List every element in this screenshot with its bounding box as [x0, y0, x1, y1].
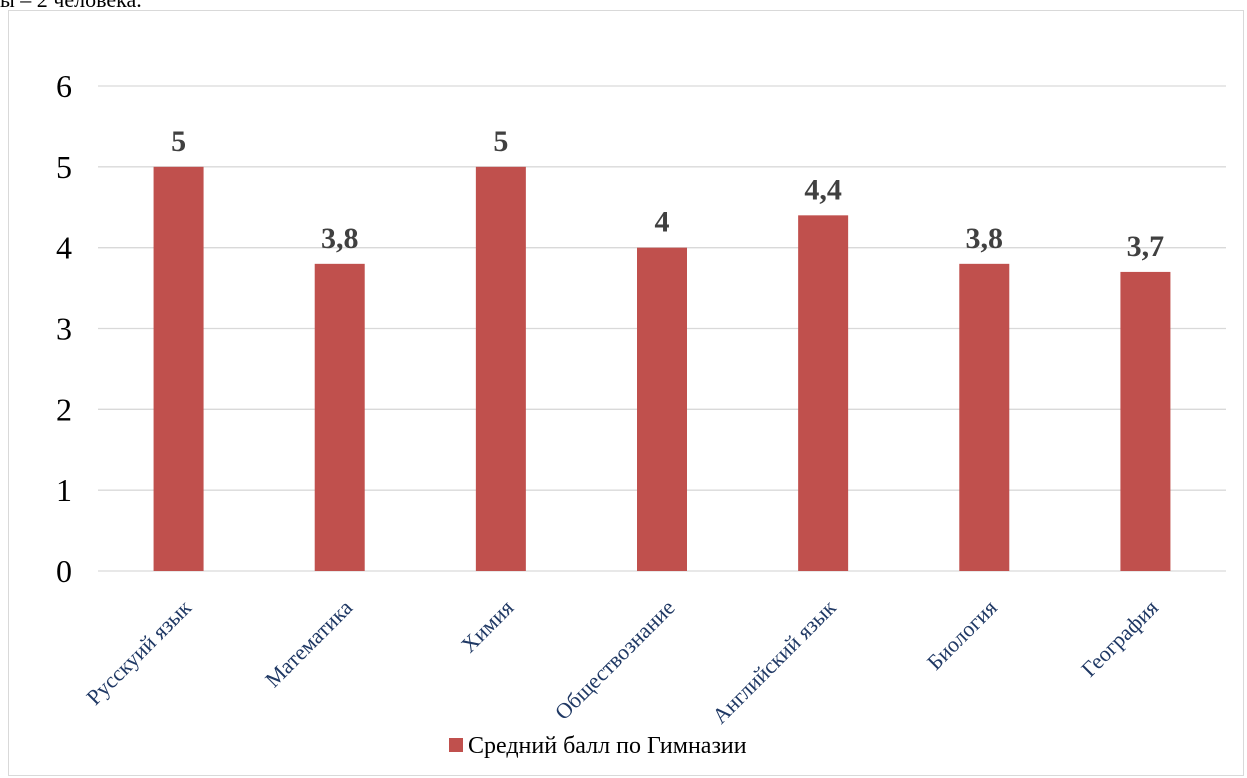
- bar: [1120, 271, 1171, 571]
- bar: [637, 247, 687, 571]
- bar-value-label: 3,7: [1127, 230, 1165, 263]
- legend: Средний балл по Гимназии: [449, 733, 747, 759]
- x-category-label: Математика: [260, 595, 357, 692]
- bar-value-label: 4: [655, 206, 670, 239]
- y-tick-label: 6: [56, 68, 72, 104]
- bar: [475, 166, 526, 572]
- bar: [959, 263, 1010, 571]
- bar-value-label: 5: [171, 125, 186, 158]
- x-category-label: География: [1076, 595, 1163, 682]
- bar-value-label: 3,8: [321, 222, 359, 255]
- x-category-label: Английский язык: [707, 595, 841, 729]
- chart-frame: [8, 10, 1244, 776]
- y-tick-label: 3: [56, 311, 72, 347]
- preceding-text-fragment: ы – 2 человека.: [0, 0, 142, 13]
- bars: [153, 166, 1171, 572]
- y-tick-label: 5: [56, 149, 72, 185]
- value-labels: 5 3,8 5 4 4,4 3,8 3,7: [171, 125, 1164, 263]
- x-category-label: Химия: [456, 595, 519, 658]
- legend-label: Средний балл по Гимназии: [468, 733, 747, 759]
- y-tick-label: 1: [56, 472, 72, 508]
- x-category-label: Обществознание: [550, 595, 680, 725]
- bar-value-label: 3,8: [966, 222, 1004, 255]
- legend-swatch: [449, 738, 463, 752]
- y-tick-label: 2: [56, 391, 72, 427]
- y-tick-label: 4: [56, 230, 72, 266]
- bar: [798, 215, 849, 572]
- x-axis-labels: Русскуий язык Математика Химия Обществознан…: [81, 595, 1163, 729]
- y-axis-ticks: 0 1 2 3 4 5 6: [56, 68, 72, 589]
- bar-value-label: 4,4: [804, 173, 842, 206]
- bar: [314, 263, 365, 571]
- x-category-label: Русскуий язык: [81, 595, 196, 710]
- bar-value-label: 5: [493, 125, 508, 158]
- y-tick-label: 0: [56, 553, 72, 589]
- bar: [153, 166, 204, 572]
- x-category-label: Биология: [922, 595, 1002, 675]
